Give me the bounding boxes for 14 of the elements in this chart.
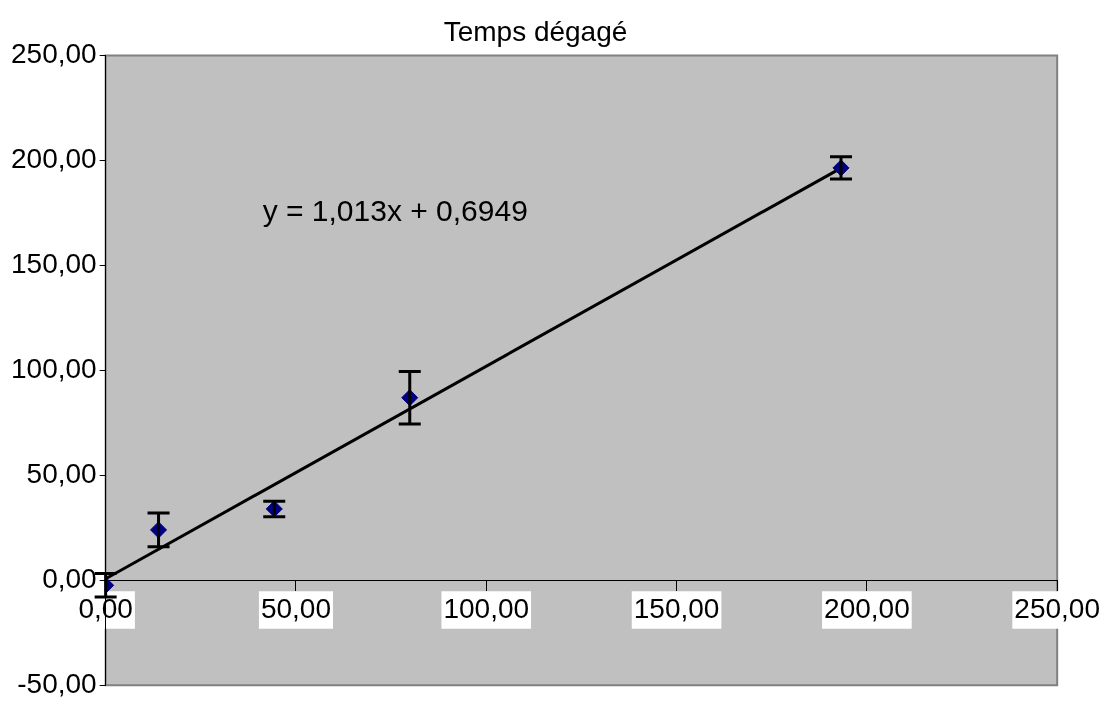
y-tick-label: 250,00 (11, 38, 97, 70)
x-tick-label: 50,00 (260, 592, 331, 624)
x-tick-label: 150,00 (633, 592, 720, 624)
chart-title: Temps dégagé (443, 15, 628, 47)
x-tick-label: 200,00 (824, 592, 910, 624)
y-tick-label: -50,00 (17, 667, 97, 699)
x-tick-label: 250,00 (1014, 592, 1100, 624)
y-tick-label: 50,00 (26, 458, 97, 490)
y-tick-label: 100,00 (11, 353, 97, 385)
y-tick-label: 150,00 (11, 248, 97, 280)
x-tick-label: 100,00 (443, 592, 530, 624)
y-tick-label: 200,00 (11, 143, 97, 175)
annotation: y = 1,013x + 0,6949 (262, 194, 528, 228)
y-tick-label: 0,00 (42, 562, 97, 594)
